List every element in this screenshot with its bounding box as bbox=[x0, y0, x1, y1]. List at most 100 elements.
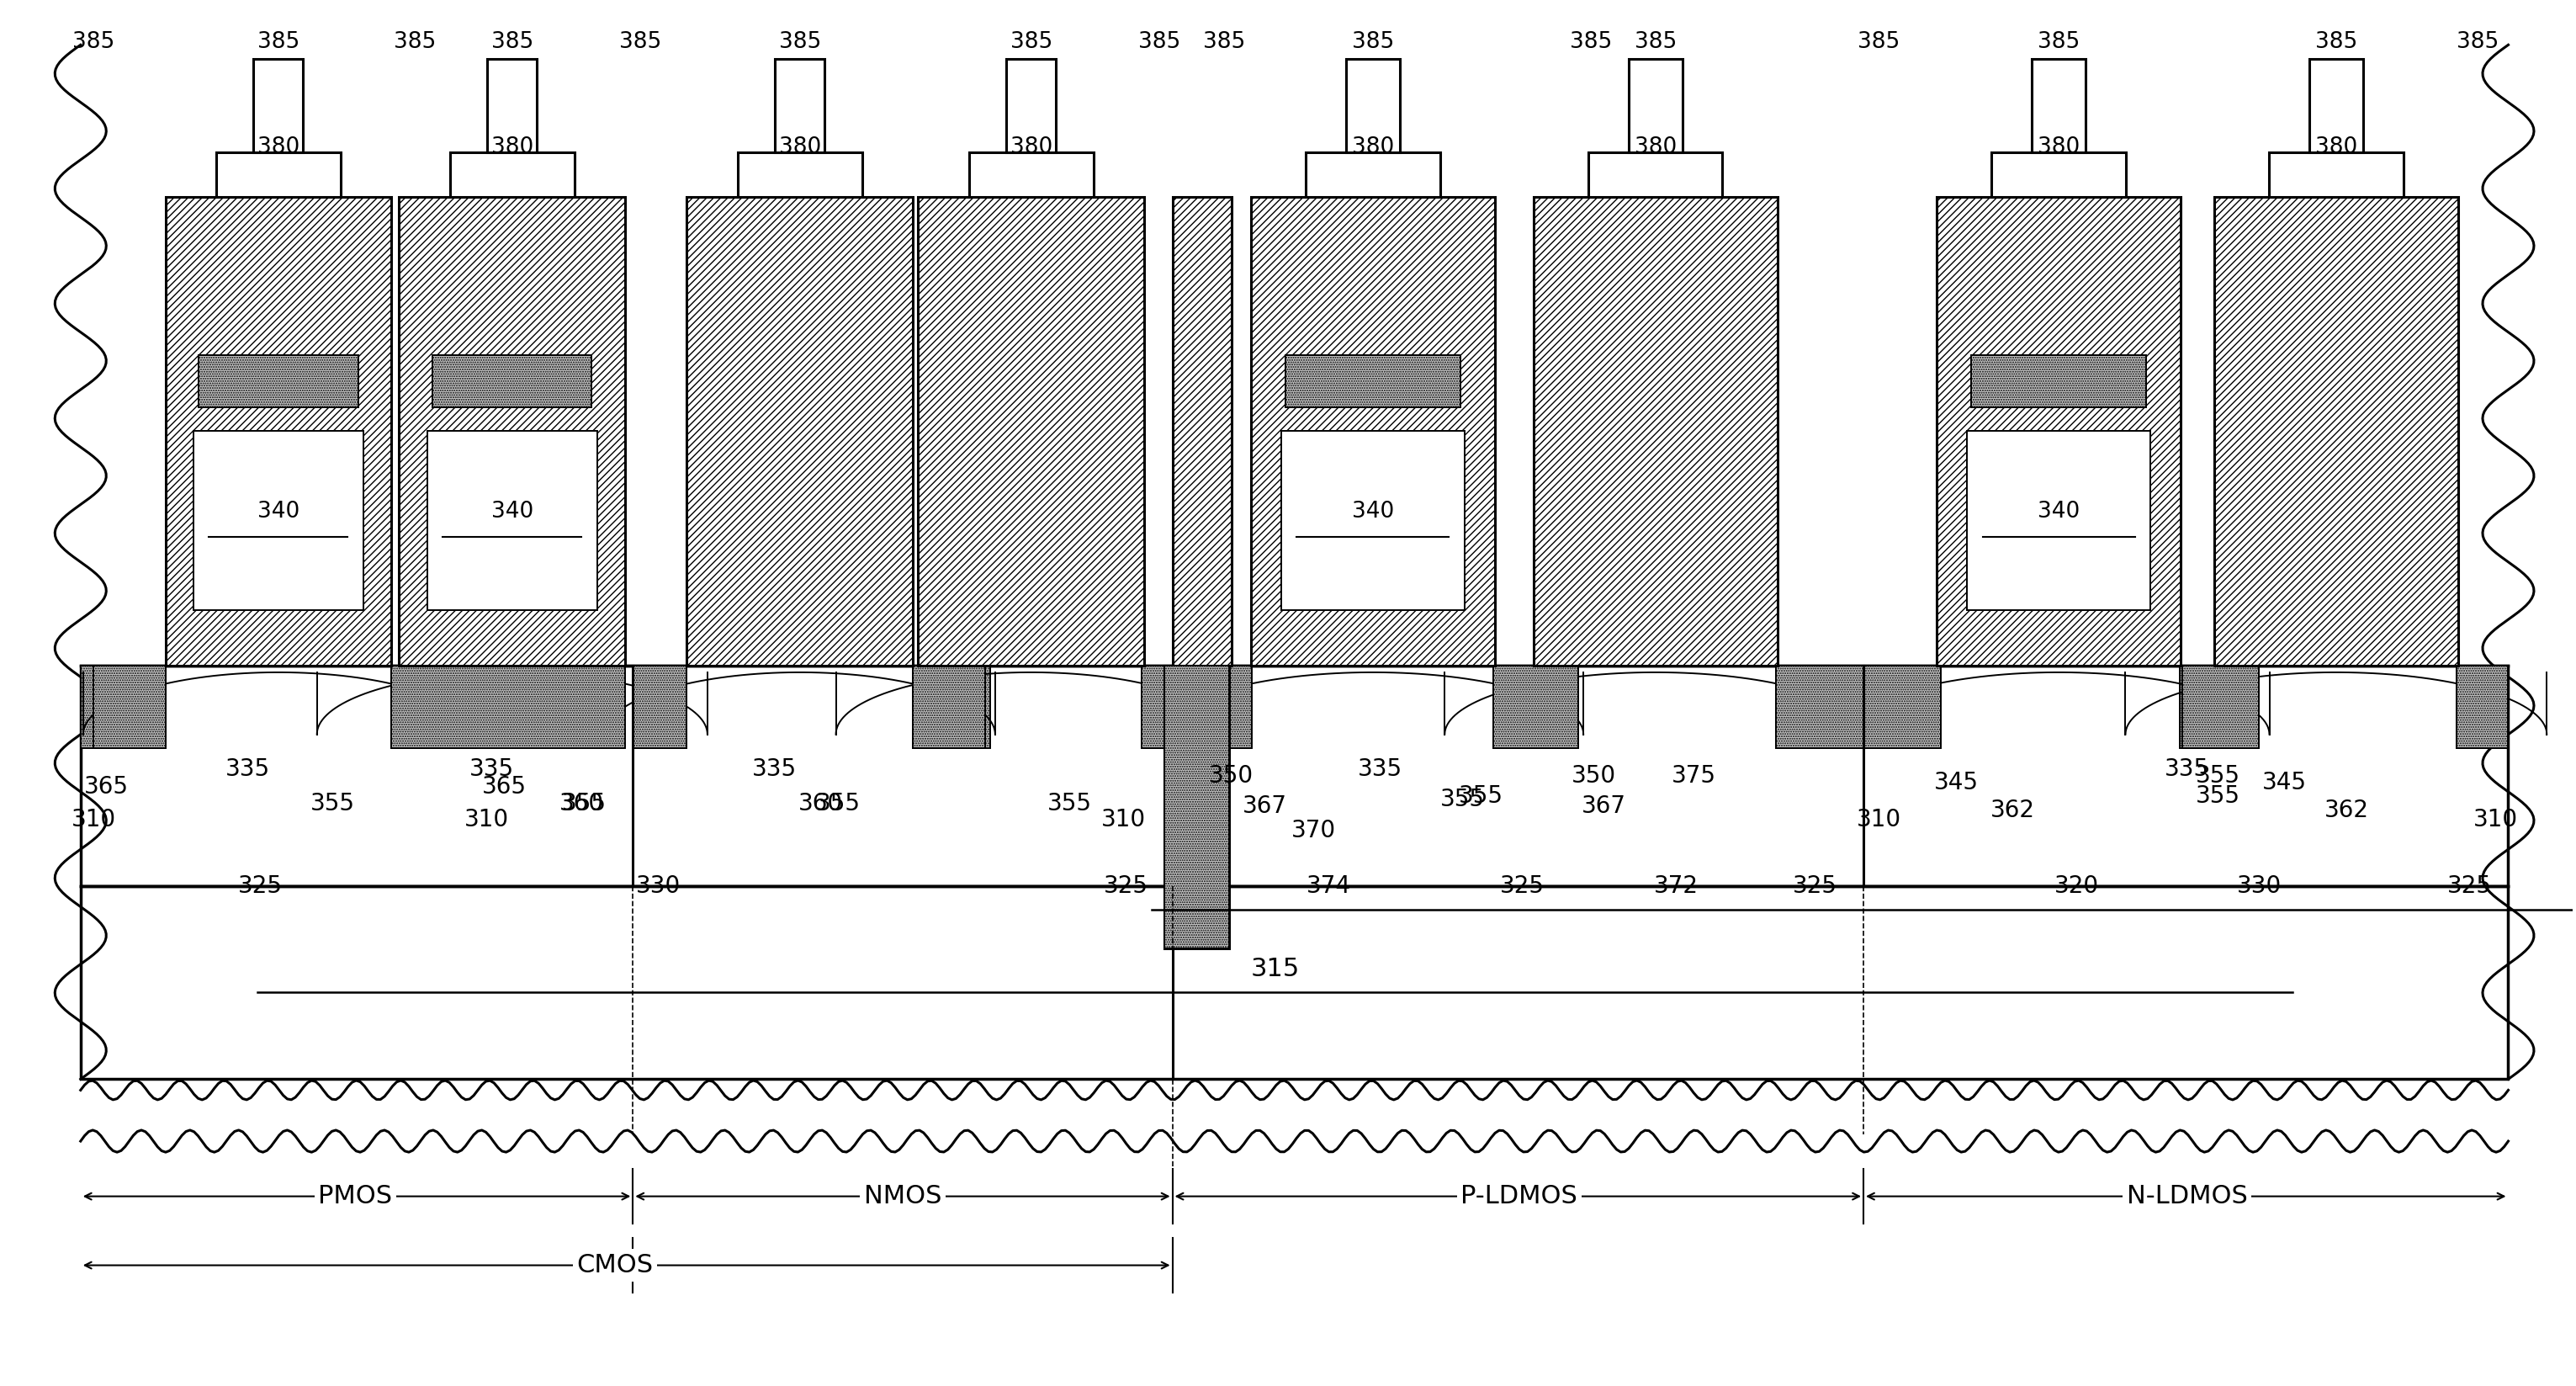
Text: 355: 355 bbox=[309, 791, 355, 815]
Text: 385: 385 bbox=[1633, 30, 1677, 53]
Text: 385: 385 bbox=[618, 30, 662, 53]
Text: 355: 355 bbox=[1458, 784, 1502, 808]
Text: 310: 310 bbox=[464, 808, 510, 832]
Text: 355: 355 bbox=[2195, 784, 2241, 808]
Bar bbox=[1494, 665, 1577, 748]
Bar bbox=[1494, 665, 1579, 748]
Bar bbox=[1589, 152, 1723, 197]
Bar bbox=[1224, 665, 1252, 748]
Text: 340: 340 bbox=[492, 500, 533, 523]
Bar bbox=[1224, 665, 1249, 748]
Bar bbox=[399, 197, 626, 665]
Bar bbox=[216, 152, 340, 197]
Bar bbox=[2215, 197, 2458, 665]
Bar bbox=[451, 152, 574, 197]
Bar bbox=[1937, 197, 2182, 665]
Text: 365: 365 bbox=[85, 775, 129, 798]
Text: NMOS: NMOS bbox=[863, 1184, 943, 1209]
Text: 385: 385 bbox=[1010, 30, 1051, 53]
Text: 325: 325 bbox=[2447, 875, 2491, 898]
Text: 320: 320 bbox=[2053, 875, 2099, 898]
Text: 310: 310 bbox=[72, 808, 116, 832]
Text: 385: 385 bbox=[778, 30, 822, 53]
Text: 367: 367 bbox=[1582, 794, 1625, 818]
Bar bbox=[775, 58, 824, 152]
Text: 355: 355 bbox=[1048, 791, 1092, 815]
Text: 340: 340 bbox=[258, 500, 299, 523]
Text: PMOS: PMOS bbox=[319, 1184, 392, 1209]
Text: 325: 325 bbox=[1499, 875, 1543, 898]
Text: 385: 385 bbox=[2458, 30, 2499, 53]
Bar bbox=[392, 665, 477, 748]
Text: 380: 380 bbox=[1352, 136, 1394, 158]
Bar bbox=[193, 431, 363, 610]
Bar bbox=[252, 58, 304, 152]
Bar bbox=[2032, 58, 2087, 152]
Text: 385: 385 bbox=[1352, 30, 1394, 53]
Bar bbox=[80, 886, 2509, 1080]
Text: 310: 310 bbox=[1857, 808, 1901, 832]
Bar bbox=[912, 665, 984, 748]
Text: 310: 310 bbox=[2473, 808, 2517, 832]
Text: 375: 375 bbox=[1672, 764, 1716, 787]
Bar bbox=[1285, 355, 1461, 407]
Text: 335: 335 bbox=[469, 757, 515, 780]
Bar bbox=[912, 665, 989, 748]
Text: 385: 385 bbox=[1569, 30, 1613, 53]
Text: 325: 325 bbox=[1793, 875, 1837, 898]
Text: 350: 350 bbox=[1208, 764, 1255, 787]
Bar bbox=[2458, 665, 2509, 748]
Bar bbox=[433, 355, 592, 407]
Text: 350: 350 bbox=[1571, 764, 1615, 787]
Bar bbox=[1144, 665, 1172, 748]
Text: 360: 360 bbox=[799, 791, 842, 815]
Text: 380: 380 bbox=[778, 136, 822, 158]
Bar bbox=[2179, 665, 2259, 748]
Bar bbox=[1971, 355, 2146, 407]
Text: 385: 385 bbox=[394, 30, 435, 53]
Bar bbox=[1141, 665, 1172, 748]
Bar bbox=[917, 665, 974, 748]
Bar bbox=[737, 152, 863, 197]
Text: 367: 367 bbox=[1242, 794, 1288, 818]
Text: 385: 385 bbox=[1139, 30, 1180, 53]
Text: 362: 362 bbox=[1991, 798, 2035, 822]
Text: 380: 380 bbox=[2038, 136, 2079, 158]
Text: 374: 374 bbox=[1306, 875, 1352, 898]
Text: 380: 380 bbox=[492, 136, 533, 158]
Text: 330: 330 bbox=[636, 875, 680, 898]
Bar bbox=[1775, 665, 1862, 748]
Bar bbox=[2269, 152, 2403, 197]
Bar bbox=[1991, 152, 2125, 197]
Text: 385: 385 bbox=[258, 30, 299, 53]
Text: 335: 335 bbox=[2164, 757, 2210, 780]
Text: 362: 362 bbox=[2324, 798, 2370, 822]
Text: N-LDMOS: N-LDMOS bbox=[2128, 1184, 2249, 1209]
Text: 355: 355 bbox=[2195, 764, 2241, 787]
Bar bbox=[1345, 58, 1399, 152]
Bar bbox=[1306, 152, 1440, 197]
Bar bbox=[1280, 431, 1463, 610]
Text: P-LDMOS: P-LDMOS bbox=[1461, 1184, 1577, 1209]
Bar bbox=[487, 58, 536, 152]
Text: 310: 310 bbox=[1100, 808, 1146, 832]
Bar bbox=[917, 197, 1144, 665]
Bar bbox=[634, 665, 688, 748]
Text: 355: 355 bbox=[1440, 787, 1484, 811]
Text: 325: 325 bbox=[1105, 875, 1149, 898]
Text: 325: 325 bbox=[237, 875, 283, 898]
Bar bbox=[1533, 197, 1777, 665]
Text: 385: 385 bbox=[492, 30, 533, 53]
Bar bbox=[969, 152, 1092, 197]
Bar bbox=[2308, 58, 2362, 152]
Text: 360: 360 bbox=[559, 791, 603, 815]
Bar bbox=[428, 431, 598, 610]
Bar bbox=[1172, 197, 1231, 665]
Text: 372: 372 bbox=[1654, 875, 1698, 898]
Text: 355: 355 bbox=[817, 791, 860, 815]
Bar bbox=[1164, 665, 1229, 948]
Bar bbox=[688, 197, 912, 665]
Text: 385: 385 bbox=[2038, 30, 2079, 53]
Text: 340: 340 bbox=[1352, 500, 1394, 523]
Text: 385: 385 bbox=[2316, 30, 2357, 53]
